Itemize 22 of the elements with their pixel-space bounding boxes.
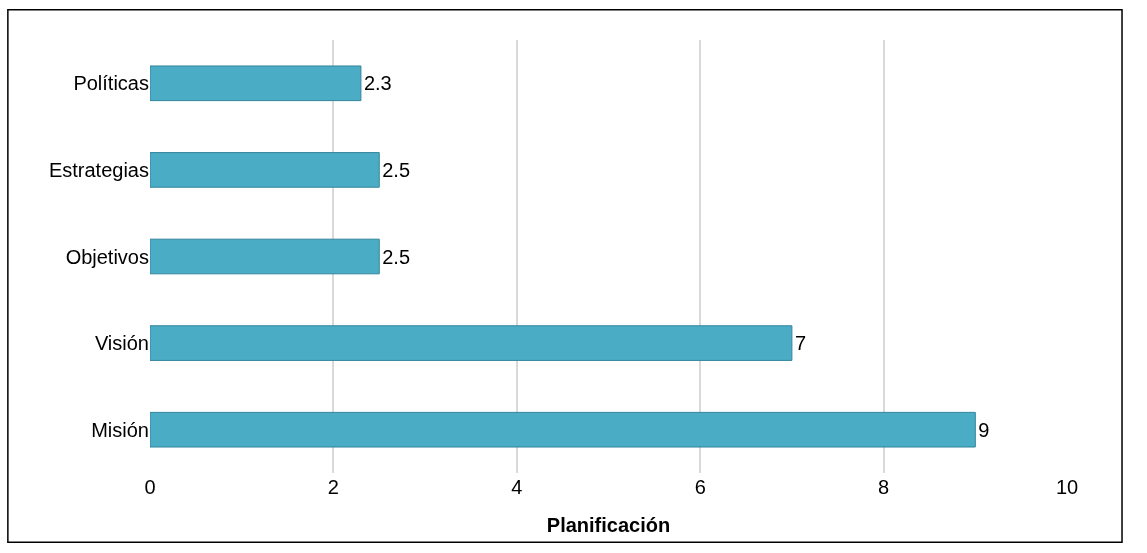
bar	[150, 411, 976, 448]
x-tick-label: 0	[144, 476, 156, 498]
y-tick-label: Visión	[94, 332, 149, 355]
y-tick-label: Objetivos	[65, 245, 149, 268]
x-tick-label: 4	[511, 476, 523, 498]
y-tick-label: Estrategias	[48, 158, 149, 181]
bar	[150, 152, 380, 188]
bar	[150, 238, 380, 275]
bar	[150, 65, 362, 102]
data-label: 7	[794, 332, 807, 355]
data-label: 2.5	[382, 158, 411, 181]
y-tick-label: Políticas	[73, 72, 149, 95]
data-label: 9	[978, 418, 990, 441]
x-tick-label: 10	[1055, 476, 1079, 498]
x-tick-label: 2	[327, 476, 339, 498]
x-tick-label: 6	[694, 476, 706, 498]
data-label: 2.5	[382, 245, 411, 268]
x-axis-title: Planificación	[546, 513, 671, 536]
y-tick-label: Misión	[91, 418, 149, 441]
bar	[150, 325, 793, 361]
data-label: 2.3	[363, 72, 392, 95]
x-tick-label: 8	[878, 476, 890, 498]
